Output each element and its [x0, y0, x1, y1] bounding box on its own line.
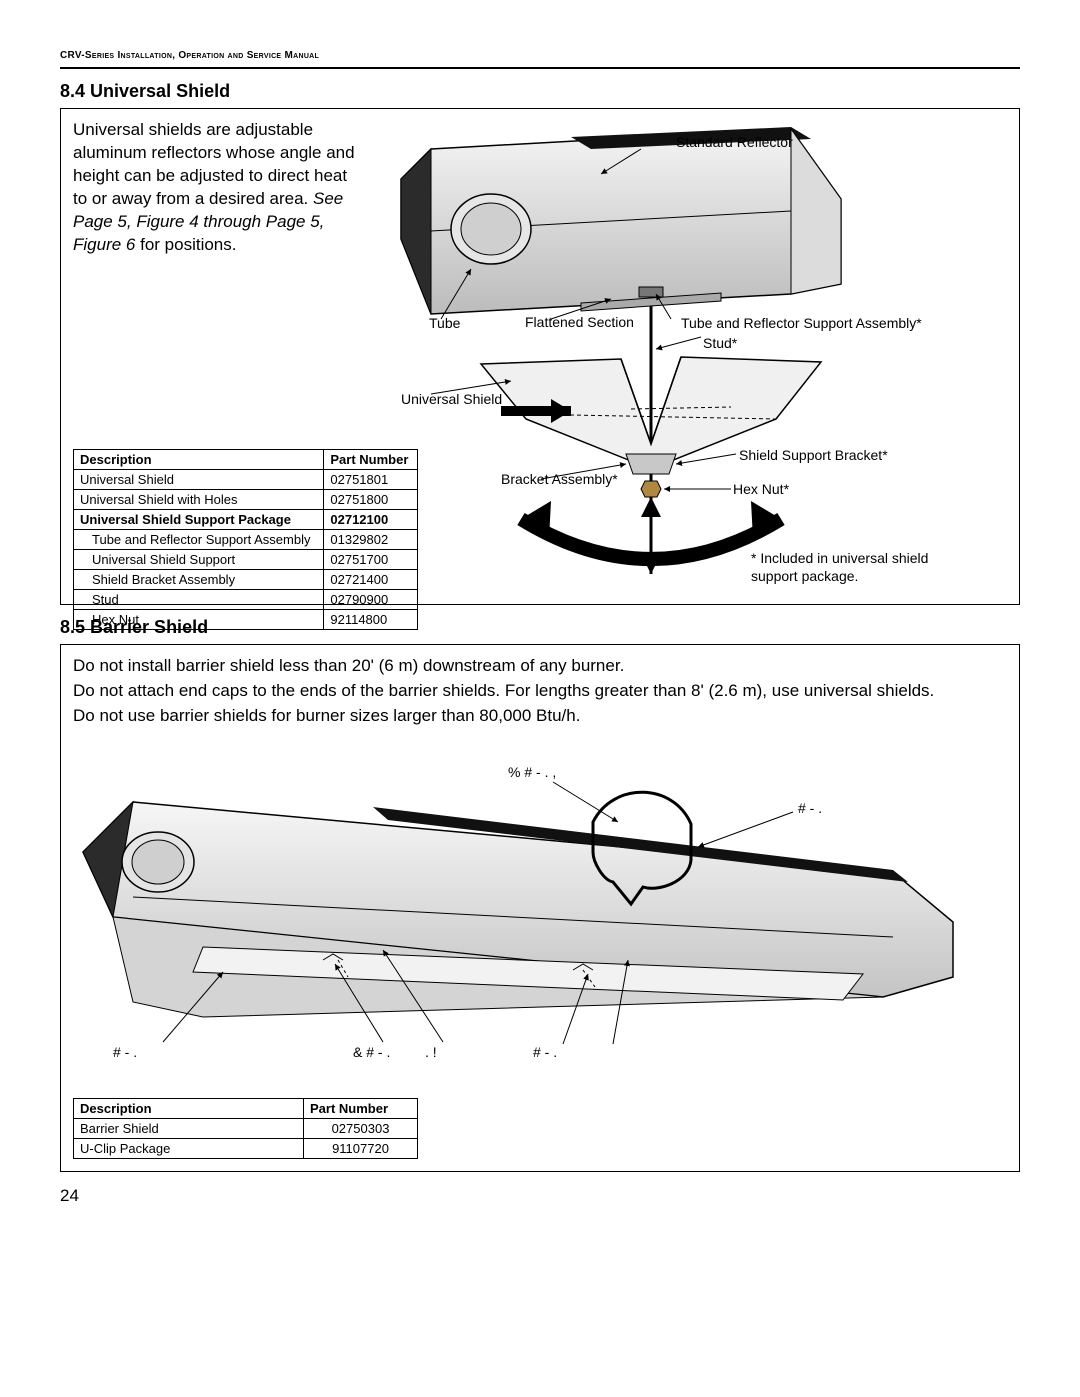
col-desc: Description	[74, 450, 324, 470]
para-2: Do not attach end caps to the ends of th…	[73, 680, 1007, 703]
label-hex-nut: Hex Nut*	[733, 481, 789, 497]
intro-tail: for positions.	[135, 235, 236, 254]
label-flattened-section: Flattened Section	[525, 315, 634, 330]
barrier-shield-diagram: % # - . , # - . # - . & # - . . ! # - .	[73, 742, 1007, 1092]
label-shield-support-bracket: Shield Support Bracket*	[739, 447, 888, 463]
label-l5: . !	[425, 1044, 437, 1060]
label-tube-reflector-support: Tube and Reflector Support Assembly*	[681, 315, 922, 331]
para-1: Do not install barrier shield less than …	[73, 655, 1007, 678]
footnote-text: * Included in universal shield support p…	[751, 549, 971, 585]
table-row: Stud02790900	[74, 590, 418, 610]
parts-table-8-5: Description Part Number Barrier Shield02…	[73, 1098, 418, 1159]
label-stud: Stud*	[703, 335, 737, 351]
running-header: CRV-Series Installation, Operation and S…	[60, 50, 1020, 69]
section-8-5-box: Do not install barrier shield less than …	[60, 644, 1020, 1172]
label-l6: # - .	[533, 1044, 557, 1060]
label-standard-reflector: Standard Reflector	[676, 134, 793, 150]
diagram-svg-2	[73, 742, 993, 1082]
universal-shield-diagram: Standard Reflector Tube Flattened Sectio…	[371, 119, 1007, 592]
label-l2: # - .	[798, 800, 822, 816]
parts-table-8-4: Description Part Number Universal Shield…	[73, 449, 418, 630]
table-row: Tube and Reflector Support Assembly01329…	[74, 530, 418, 550]
label-universal-shield: Universal Shield	[401, 391, 502, 407]
label-tube: Tube	[429, 315, 460, 331]
page-number: 24	[60, 1186, 1020, 1206]
table-row: Shield Bracket Assembly02721400	[74, 570, 418, 590]
col-desc: Description	[74, 1098, 304, 1118]
col-part: Part Number	[304, 1098, 418, 1118]
table-row: U-Clip Package91107720	[74, 1138, 418, 1158]
table-row: Universal Shield with Holes02751800	[74, 490, 418, 510]
table-row: Hex Nut92114800	[74, 610, 418, 630]
section-8-4-heading: 8.4 Universal Shield	[60, 81, 1020, 102]
label-l1: % # - . ,	[508, 764, 556, 780]
table-row: Barrier Shield02750303	[74, 1118, 418, 1138]
label-l4: & # - .	[353, 1044, 390, 1060]
diagram-svg	[371, 119, 991, 589]
section-8-4-box: Universal shields are adjustable aluminu…	[60, 108, 1020, 605]
para-3: Do not use barrier shields for burner si…	[73, 705, 1007, 728]
table-row: Universal Shield Support Package02712100	[74, 510, 418, 530]
label-l3: # - .	[113, 1044, 137, 1060]
table-row: Universal Shield Support02751700	[74, 550, 418, 570]
intro-paragraph: Universal shields are adjustable aluminu…	[73, 119, 363, 257]
col-part: Part Number	[324, 450, 418, 470]
label-bracket-assembly: Bracket Assembly*	[501, 471, 618, 487]
table-row: Universal Shield02751801	[74, 470, 418, 490]
